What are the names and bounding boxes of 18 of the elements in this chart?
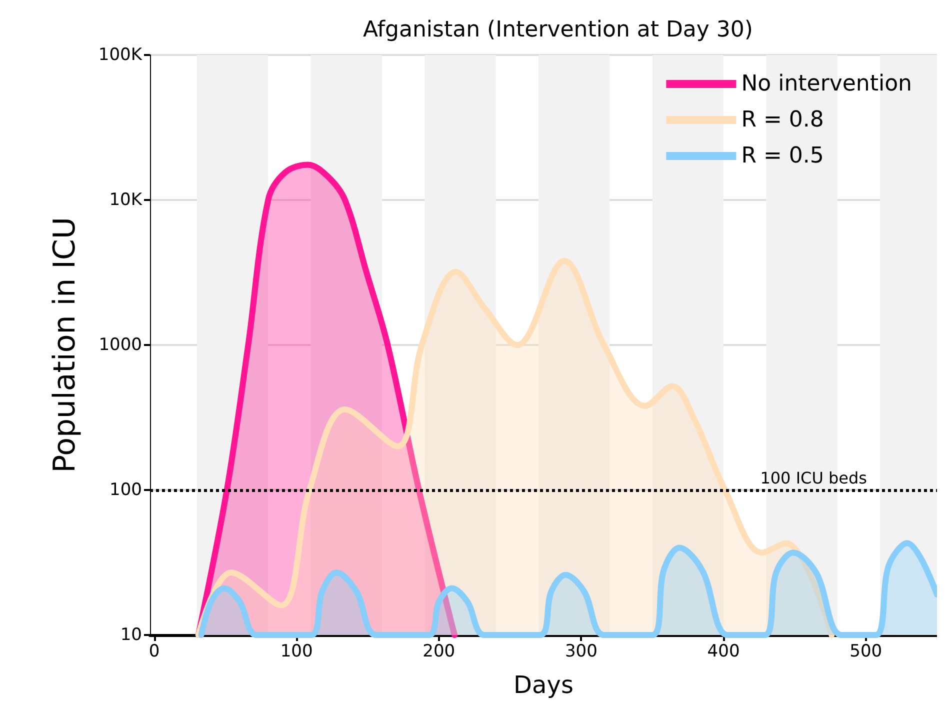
ref-line-label: 100 ICU beds — [760, 468, 867, 488]
x-tick-label: 400 — [707, 642, 740, 662]
y-tick-label: 1000 — [98, 335, 142, 355]
y-tick-label: 10 — [120, 625, 142, 645]
x-tick-label: 0 — [148, 642, 160, 662]
legend-label: No intervention — [741, 72, 912, 96]
x-tick-label: 200 — [422, 642, 456, 662]
legend-label: R = 0.5 — [741, 144, 824, 168]
x-tick-label: 300 — [564, 642, 598, 662]
x-tick-label: 100 — [280, 642, 313, 662]
x-axis-title: Days — [514, 671, 574, 699]
x-tick-label: 500 — [850, 642, 882, 662]
y-tick-label: 100K — [98, 45, 143, 65]
y-axis-title: Population in ICU — [48, 217, 82, 473]
chart-title: Afganistan (Intervention at Day 30) — [363, 18, 753, 42]
legend-label: R = 0.8 — [741, 108, 824, 132]
y-tick-label: 100 — [110, 480, 142, 500]
y-tick-label: 10K — [109, 190, 143, 210]
